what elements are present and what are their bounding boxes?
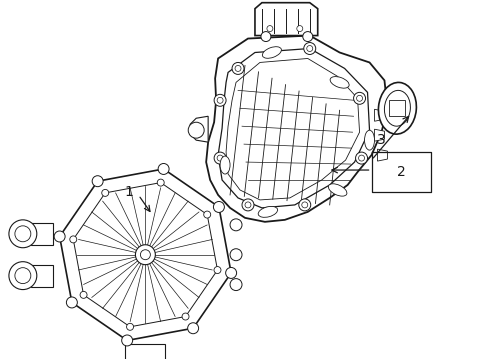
Polygon shape [377,149,388,161]
Polygon shape [31,265,53,287]
Circle shape [9,220,37,248]
Text: 1: 1 [124,185,133,199]
Circle shape [214,266,221,274]
Circle shape [303,32,313,41]
Circle shape [15,268,31,284]
Circle shape [245,202,251,208]
Circle shape [158,163,169,175]
Circle shape [214,202,224,212]
Polygon shape [31,223,53,245]
Circle shape [304,42,316,54]
Circle shape [226,267,237,278]
Circle shape [126,323,134,330]
Circle shape [141,250,150,260]
Circle shape [242,199,254,211]
Circle shape [307,45,313,51]
Circle shape [217,97,223,103]
Circle shape [9,262,37,289]
Circle shape [182,313,189,320]
Circle shape [230,249,242,261]
Circle shape [230,279,242,291]
Polygon shape [390,100,405,116]
Circle shape [214,94,226,106]
Ellipse shape [258,206,278,217]
Circle shape [359,155,365,161]
Text: 3: 3 [376,133,385,147]
Polygon shape [374,129,385,141]
Polygon shape [74,183,218,327]
Ellipse shape [330,77,349,88]
Circle shape [54,231,65,242]
Circle shape [70,236,77,243]
Ellipse shape [378,82,416,134]
Circle shape [267,26,273,32]
Circle shape [15,226,31,242]
Circle shape [214,152,226,164]
Polygon shape [218,49,369,208]
Circle shape [102,189,109,196]
Circle shape [135,245,155,265]
Circle shape [261,32,271,41]
Circle shape [92,176,103,187]
Polygon shape [60,169,231,341]
Text: 2: 2 [397,165,406,179]
Circle shape [66,297,77,308]
Circle shape [356,152,368,164]
Circle shape [354,92,366,104]
Polygon shape [206,36,388,222]
Circle shape [217,155,223,161]
Circle shape [80,291,87,298]
Polygon shape [190,116,208,142]
Circle shape [302,202,308,208]
Ellipse shape [328,184,347,196]
Polygon shape [255,3,318,36]
Circle shape [299,199,311,211]
Circle shape [235,66,241,71]
Polygon shape [125,345,165,360]
Circle shape [204,211,211,218]
Circle shape [188,122,204,138]
Circle shape [230,219,242,231]
Polygon shape [226,58,360,200]
Circle shape [297,26,303,32]
Ellipse shape [385,90,411,126]
Polygon shape [374,109,385,121]
Ellipse shape [262,47,281,58]
Circle shape [157,179,164,186]
Circle shape [357,95,363,101]
Circle shape [122,335,133,346]
Circle shape [188,323,198,334]
Circle shape [232,62,244,75]
Ellipse shape [220,156,230,174]
Ellipse shape [365,130,374,150]
